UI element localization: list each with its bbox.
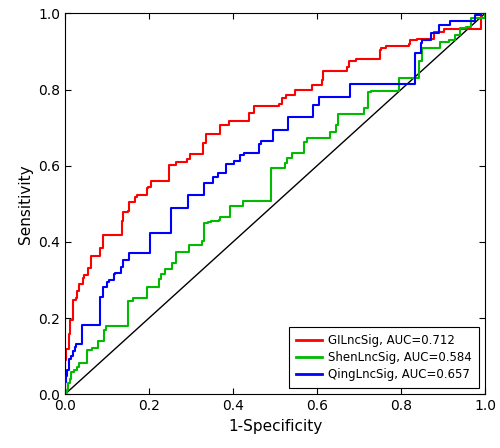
- Legend: GILncSig, AUC=0.712, ShenLncSig, AUC=0.584, QingLncSig, AUC=0.657: GILncSig, AUC=0.712, ShenLncSig, AUC=0.5…: [290, 327, 479, 388]
- Y-axis label: Sensitivity: Sensitivity: [18, 164, 32, 244]
- X-axis label: 1-Specificity: 1-Specificity: [228, 419, 322, 434]
